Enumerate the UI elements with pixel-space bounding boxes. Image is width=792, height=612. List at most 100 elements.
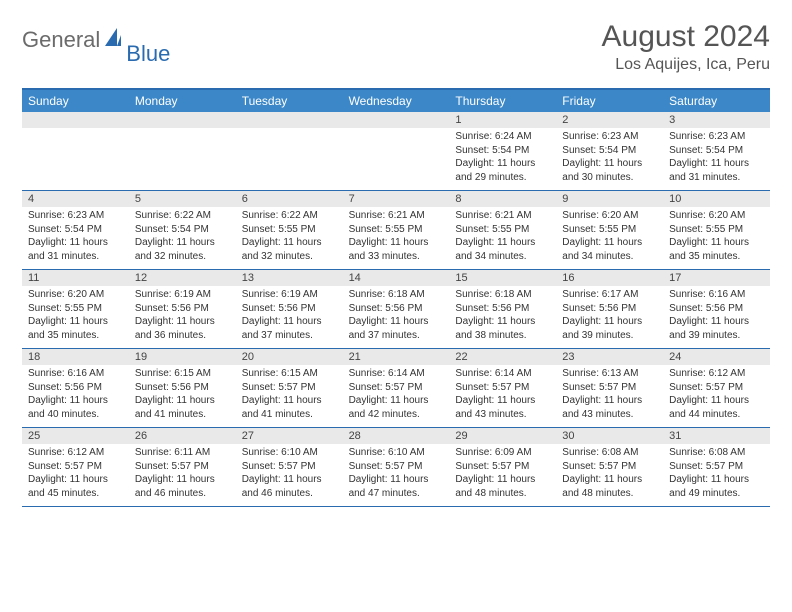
day-detail-line: Sunset: 5:54 PM — [28, 223, 123, 237]
day-cell: 23Sunrise: 6:13 AMSunset: 5:57 PMDayligh… — [556, 349, 663, 427]
day-details: Sunrise: 6:16 AMSunset: 5:56 PMDaylight:… — [663, 286, 770, 348]
day-details: Sunrise: 6:10 AMSunset: 5:57 PMDaylight:… — [236, 444, 343, 506]
day-detail-line: Sunset: 5:55 PM — [349, 223, 444, 237]
day-detail-line: Daylight: 11 hours — [455, 394, 550, 408]
day-details: Sunrise: 6:11 AMSunset: 5:57 PMDaylight:… — [129, 444, 236, 506]
day-details: Sunrise: 6:19 AMSunset: 5:56 PMDaylight:… — [129, 286, 236, 348]
day-detail-line: Sunrise: 6:19 AM — [242, 288, 337, 302]
day-details: Sunrise: 6:14 AMSunset: 5:57 PMDaylight:… — [343, 365, 450, 427]
date-number: 6 — [236, 191, 343, 207]
day-detail-line: Daylight: 11 hours — [242, 394, 337, 408]
day-detail-line: Daylight: 11 hours — [562, 394, 657, 408]
day-cell: 17Sunrise: 6:16 AMSunset: 5:56 PMDayligh… — [663, 270, 770, 348]
day-detail-line: Sunrise: 6:09 AM — [455, 446, 550, 460]
day-detail-line: Sunset: 5:55 PM — [562, 223, 657, 237]
day-details — [129, 128, 236, 184]
day-label: Sunday — [22, 90, 129, 112]
day-detail-line: Daylight: 11 hours — [242, 236, 337, 250]
day-detail-line: Daylight: 11 hours — [28, 394, 123, 408]
day-detail-line: and 48 minutes. — [562, 487, 657, 501]
day-detail-line: Sunset: 5:54 PM — [669, 144, 764, 158]
day-detail-line: Sunrise: 6:12 AM — [28, 446, 123, 460]
day-details: Sunrise: 6:20 AMSunset: 5:55 PMDaylight:… — [22, 286, 129, 348]
day-detail-line: Daylight: 11 hours — [669, 473, 764, 487]
day-detail-line: Sunrise: 6:08 AM — [562, 446, 657, 460]
week-row: 18Sunrise: 6:16 AMSunset: 5:56 PMDayligh… — [22, 349, 770, 428]
day-detail-line: and 47 minutes. — [349, 487, 444, 501]
date-number: 26 — [129, 428, 236, 444]
day-detail-line: Daylight: 11 hours — [562, 157, 657, 171]
day-detail-line: Daylight: 11 hours — [455, 236, 550, 250]
day-detail-line: and 29 minutes. — [455, 171, 550, 185]
day-details: Sunrise: 6:08 AMSunset: 5:57 PMDaylight:… — [663, 444, 770, 506]
day-cell: 29Sunrise: 6:09 AMSunset: 5:57 PMDayligh… — [449, 428, 556, 506]
day-details: Sunrise: 6:15 AMSunset: 5:56 PMDaylight:… — [129, 365, 236, 427]
date-number: 22 — [449, 349, 556, 365]
day-detail-line: Daylight: 11 hours — [242, 473, 337, 487]
day-detail-line: Sunset: 5:57 PM — [455, 381, 550, 395]
day-detail-line: Daylight: 11 hours — [28, 473, 123, 487]
day-details — [22, 128, 129, 184]
day-details: Sunrise: 6:23 AMSunset: 5:54 PMDaylight:… — [556, 128, 663, 190]
date-number: 5 — [129, 191, 236, 207]
day-detail-line: and 34 minutes. — [562, 250, 657, 264]
day-detail-line: Sunrise: 6:18 AM — [455, 288, 550, 302]
day-cell: 5Sunrise: 6:22 AMSunset: 5:54 PMDaylight… — [129, 191, 236, 269]
day-detail-line: Daylight: 11 hours — [455, 315, 550, 329]
day-details: Sunrise: 6:12 AMSunset: 5:57 PMDaylight:… — [22, 444, 129, 506]
date-number: 19 — [129, 349, 236, 365]
day-detail-line: Sunrise: 6:21 AM — [349, 209, 444, 223]
day-detail-line: Sunrise: 6:14 AM — [455, 367, 550, 381]
day-detail-line: and 33 minutes. — [349, 250, 444, 264]
day-detail-line: Sunset: 5:56 PM — [562, 302, 657, 316]
week-row: 4Sunrise: 6:23 AMSunset: 5:54 PMDaylight… — [22, 191, 770, 270]
day-label: Thursday — [449, 90, 556, 112]
day-detail-line: Sunrise: 6:15 AM — [242, 367, 337, 381]
day-detail-line: and 46 minutes. — [242, 487, 337, 501]
date-number: 25 — [22, 428, 129, 444]
day-details: Sunrise: 6:09 AMSunset: 5:57 PMDaylight:… — [449, 444, 556, 506]
day-detail-line: and 46 minutes. — [135, 487, 230, 501]
day-details — [343, 128, 450, 184]
day-detail-line: Sunset: 5:57 PM — [669, 381, 764, 395]
date-number: 30 — [556, 428, 663, 444]
day-detail-line: and 42 minutes. — [349, 408, 444, 422]
day-detail-line: Sunset: 5:57 PM — [455, 460, 550, 474]
day-detail-line: Sunset: 5:54 PM — [135, 223, 230, 237]
date-number: 9 — [556, 191, 663, 207]
day-detail-line: Sunrise: 6:11 AM — [135, 446, 230, 460]
day-cell: 1Sunrise: 6:24 AMSunset: 5:54 PMDaylight… — [449, 112, 556, 190]
day-detail-line: Sunset: 5:55 PM — [242, 223, 337, 237]
day-detail-line: and 32 minutes. — [135, 250, 230, 264]
day-detail-line: Daylight: 11 hours — [349, 473, 444, 487]
day-detail-line: Sunrise: 6:22 AM — [135, 209, 230, 223]
day-detail-line: and 38 minutes. — [455, 329, 550, 343]
date-number: 20 — [236, 349, 343, 365]
day-cell: 3Sunrise: 6:23 AMSunset: 5:54 PMDaylight… — [663, 112, 770, 190]
day-detail-line: Daylight: 11 hours — [28, 315, 123, 329]
day-detail-line: Sunset: 5:56 PM — [135, 381, 230, 395]
day-cell: 9Sunrise: 6:20 AMSunset: 5:55 PMDaylight… — [556, 191, 663, 269]
day-detail-line: Sunset: 5:57 PM — [562, 460, 657, 474]
day-detail-line: Daylight: 11 hours — [669, 394, 764, 408]
day-detail-line: Daylight: 11 hours — [135, 473, 230, 487]
day-cell: 14Sunrise: 6:18 AMSunset: 5:56 PMDayligh… — [343, 270, 450, 348]
day-details: Sunrise: 6:18 AMSunset: 5:56 PMDaylight:… — [449, 286, 556, 348]
date-number — [236, 112, 343, 128]
date-number — [129, 112, 236, 128]
day-details: Sunrise: 6:20 AMSunset: 5:55 PMDaylight:… — [556, 207, 663, 269]
day-detail-line: Sunrise: 6:17 AM — [562, 288, 657, 302]
day-detail-line: and 43 minutes. — [562, 408, 657, 422]
day-label: Friday — [556, 90, 663, 112]
title-block: August 2024 Los Aquijes, Ica, Peru — [602, 20, 770, 74]
date-number: 23 — [556, 349, 663, 365]
date-number: 27 — [236, 428, 343, 444]
day-detail-line: Sunrise: 6:15 AM — [135, 367, 230, 381]
day-detail-line: and 31 minutes. — [669, 171, 764, 185]
day-detail-line: and 32 minutes. — [242, 250, 337, 264]
day-detail-line: Daylight: 11 hours — [349, 315, 444, 329]
day-details: Sunrise: 6:17 AMSunset: 5:56 PMDaylight:… — [556, 286, 663, 348]
day-detail-line: Sunset: 5:56 PM — [349, 302, 444, 316]
date-number: 28 — [343, 428, 450, 444]
day-details — [236, 128, 343, 184]
